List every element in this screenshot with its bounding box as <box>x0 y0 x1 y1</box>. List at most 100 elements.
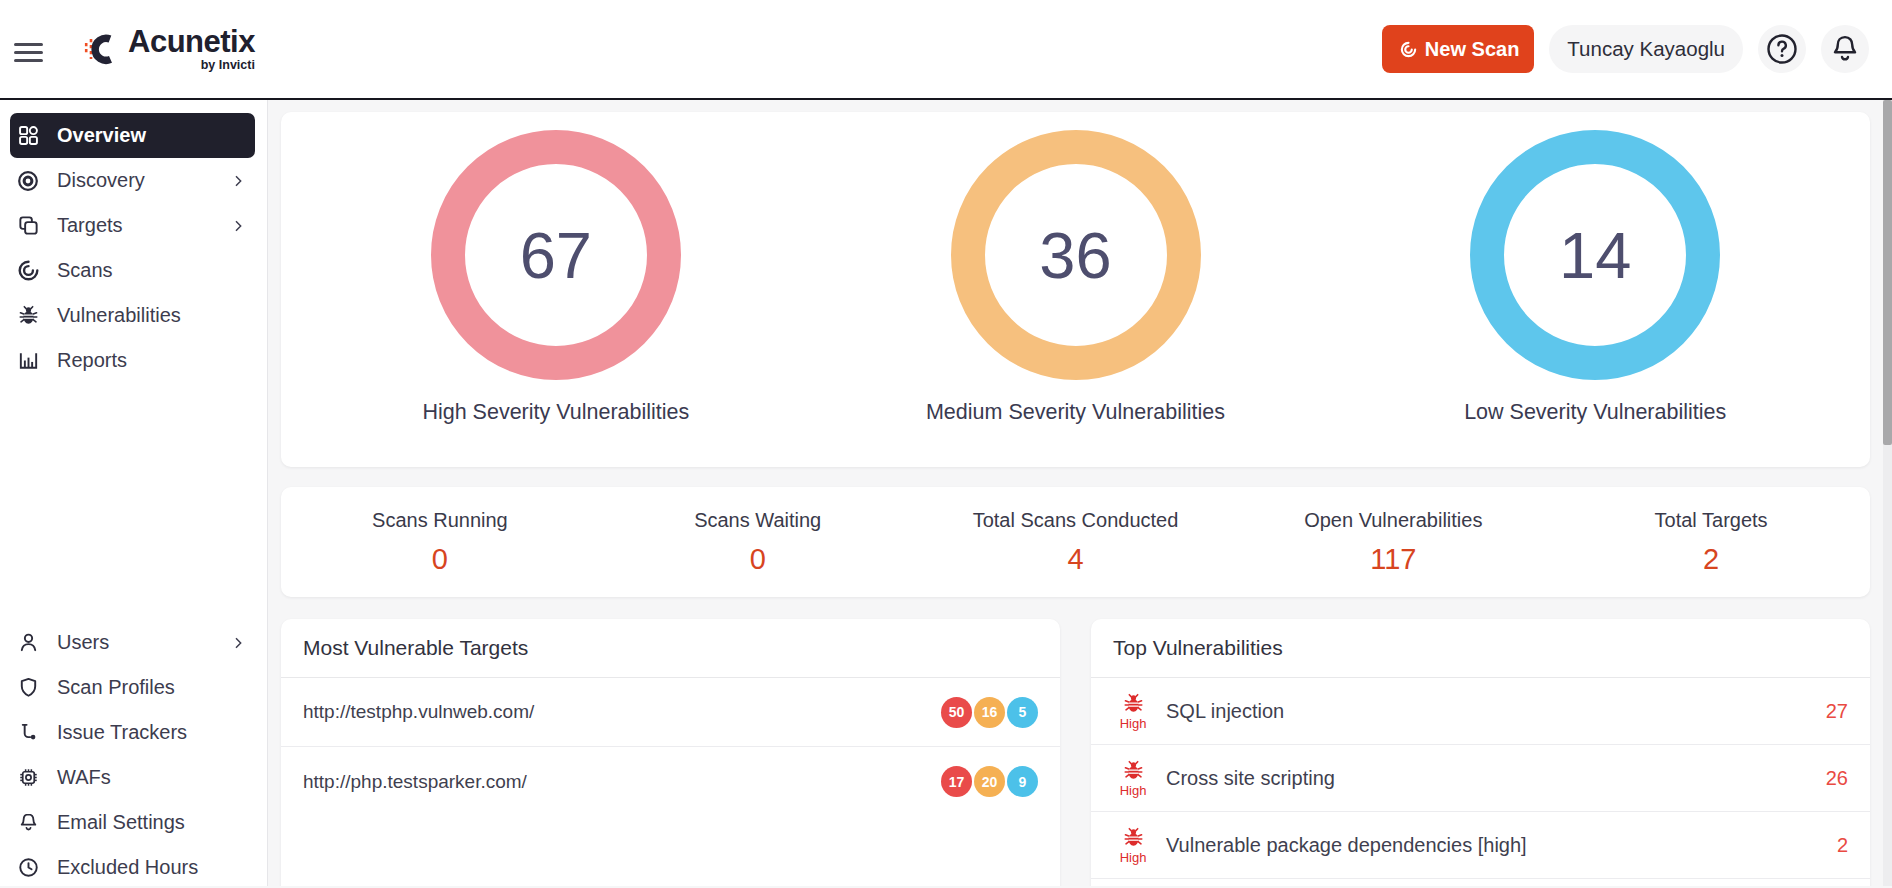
medium-severity-donut: 36 Medium Severity Vulnerabilities <box>816 130 1336 467</box>
stat-scans-running: Scans Running 0 <box>281 509 599 576</box>
medium-count: 36 <box>1039 218 1111 293</box>
copies-icon <box>16 214 40 238</box>
top-header: Acunetix by Invicti New Scan Tuncay Kaya… <box>0 0 1892 100</box>
severity-label: High <box>1120 783 1147 798</box>
stat-value: 4 <box>1067 543 1083 576</box>
stat-scans-waiting: Scans Waiting 0 <box>599 509 917 576</box>
sidebar-item-targets[interactable]: Targets <box>0 203 267 248</box>
sidebar-item-wafs[interactable]: WAFs <box>0 755 267 800</box>
stat-value: 0 <box>432 543 448 576</box>
sidebar-item-label: Overview <box>57 124 146 147</box>
clock-icon <box>16 856 40 880</box>
vulnerability-name[interactable]: Vulnerable package dependencies [high] <box>1166 834 1527 857</box>
target-url[interactable]: http://php.testsparker.com/ <box>303 771 527 793</box>
vulnerability-row[interactable]: High SQL injection 27 <box>1091 678 1870 745</box>
high-count-badge: 50 <box>941 697 972 728</box>
medium-donut-label: Medium Severity Vulnerabilities <box>926 400 1225 425</box>
new-scan-label: New Scan <box>1425 38 1519 61</box>
sidebar-item-label: Discovery <box>57 169 145 192</box>
stat-total-targets: Total Targets 2 <box>1552 509 1870 576</box>
vulnerability-row[interactable]: High Vulnerable package dependencies [hi… <box>1091 812 1870 879</box>
sidebar-item-email-settings[interactable]: Email Settings <box>0 800 267 845</box>
sidebar-item-discovery[interactable]: Discovery <box>0 158 267 203</box>
card-title: Most Vulnerable Targets <box>303 636 528 660</box>
issue-tracker-icon <box>16 721 40 745</box>
severity-summary-card: 67 High Severity Vulnerabilities 36 Medi… <box>281 112 1870 467</box>
bug-icon <box>1122 692 1145 715</box>
sidebar-item-label: Scan Profiles <box>57 676 175 699</box>
low-count-badge: 5 <box>1007 697 1038 728</box>
sidebar-item-label: Users <box>57 631 109 654</box>
bullseye-icon <box>16 169 40 193</box>
sidebar-item-issue-trackers[interactable]: Issue Trackers <box>0 710 267 755</box>
shield-icon <box>16 676 40 700</box>
low-donut-label: Low Severity Vulnerabilities <box>1464 400 1726 425</box>
stat-open-vulnerabilities: Open Vulnerabilities 117 <box>1234 509 1552 576</box>
chevron-right-icon <box>230 635 246 651</box>
low-severity-donut: 14 Low Severity Vulnerabilities <box>1335 130 1855 467</box>
scan-stats-card: Scans Running 0 Scans Waiting 0 Total Sc… <box>281 487 1870 597</box>
sidebar-item-overview[interactable]: Overview <box>10 113 255 158</box>
sidebar-item-vulnerabilities[interactable]: Vulnerabilities <box>0 293 267 338</box>
sidebar-item-label: Vulnerabilities <box>57 304 181 327</box>
vulnerability-row[interactable]: High Cross site scripting 26 <box>1091 745 1870 812</box>
vulnerability-count: 2 <box>1837 834 1848 857</box>
brand-byline: by Invicti <box>128 58 255 72</box>
bug-icon <box>1122 759 1145 782</box>
vulnerability-name[interactable]: SQL injection <box>1166 700 1284 723</box>
vulnerability-name[interactable]: Cross site scripting <box>1166 767 1335 790</box>
help-button[interactable] <box>1758 25 1806 73</box>
target-row[interactable]: http://testphp.vulnweb.com/ 50 16 5 <box>281 678 1060 747</box>
top-vulnerabilities-card: Top Vulnerabilities <box>1091 619 1870 886</box>
sidebar-spacer <box>0 383 267 620</box>
target-row[interactable]: http://php.testsparker.com/ 17 20 9 <box>281 747 1060 816</box>
sidebar-item-scans[interactable]: Scans <box>0 248 267 293</box>
sidebar-item-label: Scans <box>57 259 113 282</box>
stat-label: Scans Running <box>372 509 508 532</box>
sidebar-item-label: WAFs <box>57 766 111 789</box>
most-vulnerable-targets-card: Most Vulnerable Targets http://testphp.v… <box>281 619 1060 886</box>
help-icon <box>1765 32 1799 66</box>
target-url[interactable]: http://testphp.vulnweb.com/ <box>303 701 534 723</box>
sidebar-item-label: Issue Trackers <box>57 721 187 744</box>
brand-name: Acunetix <box>128 27 255 57</box>
vulnerability-count: 27 <box>1826 700 1848 723</box>
high-donut-ring: 67 <box>431 130 681 380</box>
medium-count-badge: 16 <box>974 697 1005 728</box>
user-name: Tuncay Kayaoglu <box>1567 37 1725 61</box>
low-count: 14 <box>1559 218 1631 293</box>
user-menu[interactable]: Tuncay Kayaoglu <box>1549 25 1743 73</box>
high-severity-donut: 67 High Severity Vulnerabilities <box>296 130 816 467</box>
low-count-badge: 9 <box>1007 766 1038 797</box>
sidebar-item-label: Email Settings <box>57 811 185 834</box>
stat-value: 2 <box>1703 543 1719 576</box>
hamburger-menu-icon[interactable] <box>14 43 43 62</box>
severity-label: High <box>1120 850 1147 865</box>
stat-label: Total Scans Conducted <box>973 509 1179 532</box>
sidebar-item-excluded-hours[interactable]: Excluded Hours <box>0 845 267 888</box>
scan-spiral-icon <box>16 259 40 283</box>
severity-label: High <box>1120 716 1147 731</box>
sidebar-item-scan-profiles[interactable]: Scan Profiles <box>0 665 267 710</box>
chevron-right-icon <box>230 173 246 189</box>
new-scan-button[interactable]: New Scan <box>1382 25 1534 73</box>
stat-value: 117 <box>1370 543 1416 576</box>
sidebar-item-reports[interactable]: Reports <box>0 338 267 383</box>
scan-spiral-icon <box>1400 41 1417 58</box>
notifications-button[interactable] <box>1821 25 1869 73</box>
high-count-badge: 17 <box>941 766 972 797</box>
card-title: Top Vulnerabilities <box>1113 636 1283 660</box>
chevron-right-icon <box>230 218 246 234</box>
stat-label: Scans Waiting <box>694 509 821 532</box>
scrollbar-thumb[interactable] <box>1883 100 1892 445</box>
stat-label: Open Vulnerabilities <box>1304 509 1482 532</box>
card-header: Most Vulnerable Targets <box>281 619 1060 678</box>
stat-total-scans: Total Scans Conducted 4 <box>917 509 1235 576</box>
bug-icon <box>16 304 40 328</box>
bell-icon <box>1828 32 1862 66</box>
high-count: 67 <box>520 218 592 293</box>
grid-icon <box>16 124 40 148</box>
sidebar-item-users[interactable]: Users <box>0 620 267 665</box>
user-icon <box>16 631 40 655</box>
card-header: Top Vulnerabilities <box>1091 619 1870 678</box>
